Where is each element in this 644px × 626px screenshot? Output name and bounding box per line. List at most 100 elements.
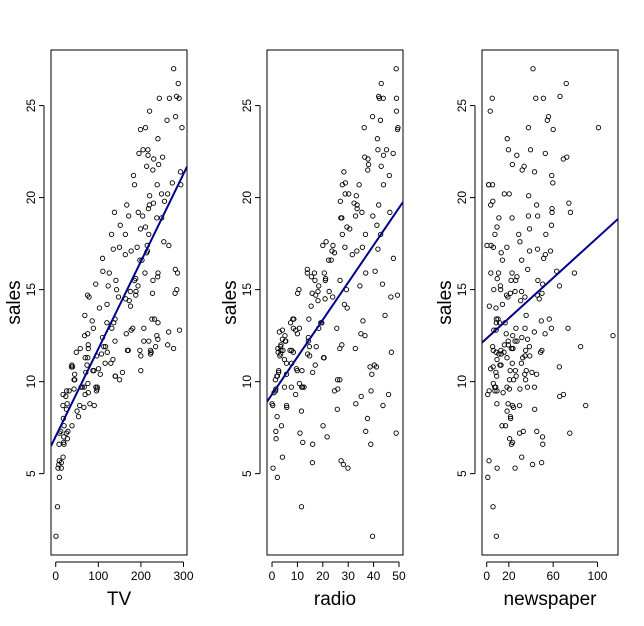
point <box>549 209 555 215</box>
point <box>329 248 335 254</box>
point <box>66 388 72 394</box>
point <box>170 345 177 352</box>
point <box>359 209 365 215</box>
point <box>526 226 533 232</box>
point <box>370 213 376 219</box>
point <box>518 288 525 295</box>
point <box>172 266 178 273</box>
point <box>288 384 294 390</box>
point <box>369 113 376 120</box>
y-tick-label: 10 <box>240 375 254 389</box>
point <box>375 147 381 153</box>
point <box>306 316 312 322</box>
panel: 0 20 60 100 5 10 15 20 25 newspaper sales <box>435 49 619 610</box>
point <box>86 294 92 300</box>
plot-frame <box>481 49 619 556</box>
point <box>147 351 154 357</box>
point <box>283 338 289 344</box>
point <box>390 150 396 157</box>
point <box>518 360 525 366</box>
point <box>524 384 531 390</box>
point <box>315 288 321 295</box>
x-axis-label: newspaper <box>504 589 598 610</box>
point <box>310 369 316 376</box>
point <box>283 402 290 409</box>
point <box>498 347 504 353</box>
point <box>154 332 160 339</box>
plot-area <box>51 66 187 539</box>
panel: 0 100 200 300 5 10 15 20 25 TV sales <box>4 49 194 610</box>
point <box>368 388 374 394</box>
fit-line <box>51 166 187 447</box>
point <box>171 66 177 72</box>
point <box>146 108 153 114</box>
point <box>390 255 397 261</box>
point <box>485 474 491 480</box>
point <box>388 294 394 300</box>
point <box>339 342 345 348</box>
point <box>490 504 496 510</box>
point <box>125 347 131 353</box>
point <box>360 318 366 324</box>
point <box>501 342 508 348</box>
point <box>372 268 378 274</box>
point <box>534 246 541 252</box>
point <box>369 371 375 377</box>
point <box>365 167 371 173</box>
point <box>516 402 523 409</box>
point <box>273 436 279 442</box>
point <box>338 458 344 464</box>
point <box>101 344 107 350</box>
point <box>176 327 183 333</box>
point <box>352 213 359 219</box>
point <box>539 290 545 296</box>
point <box>512 367 519 374</box>
point <box>504 136 510 142</box>
point <box>287 347 293 353</box>
point <box>292 391 299 398</box>
point <box>489 95 495 101</box>
point <box>282 332 288 339</box>
y-axis-label: sales <box>435 280 456 324</box>
point <box>352 345 358 352</box>
point <box>279 454 286 460</box>
point <box>304 270 310 276</box>
point <box>273 428 279 434</box>
x-tick-label: 10 <box>291 569 305 583</box>
point <box>485 182 492 188</box>
point <box>522 371 528 377</box>
point <box>363 270 369 276</box>
point <box>278 342 284 348</box>
point <box>312 277 318 284</box>
point <box>499 301 506 307</box>
point <box>146 338 152 344</box>
point <box>353 193 359 199</box>
point <box>119 369 126 376</box>
point <box>298 408 305 414</box>
point <box>490 244 497 250</box>
point <box>301 384 307 390</box>
point <box>344 305 350 311</box>
point <box>149 316 155 322</box>
y-tick-label: 20 <box>240 191 254 205</box>
point <box>275 345 281 352</box>
point <box>60 402 66 409</box>
point <box>63 388 70 394</box>
point <box>358 393 364 400</box>
point <box>540 95 547 101</box>
point <box>365 161 372 168</box>
point <box>112 373 118 379</box>
point <box>535 277 541 284</box>
point <box>175 80 181 87</box>
point <box>357 283 363 289</box>
x-tick-label: 40 <box>367 569 381 583</box>
y-tick-label: 25 <box>455 99 469 113</box>
point <box>152 344 159 350</box>
point <box>513 373 519 379</box>
y-tick-label: 25 <box>24 99 38 113</box>
point <box>339 231 346 238</box>
point <box>69 364 76 370</box>
point <box>151 156 157 162</box>
point <box>520 355 526 361</box>
point <box>517 239 523 245</box>
